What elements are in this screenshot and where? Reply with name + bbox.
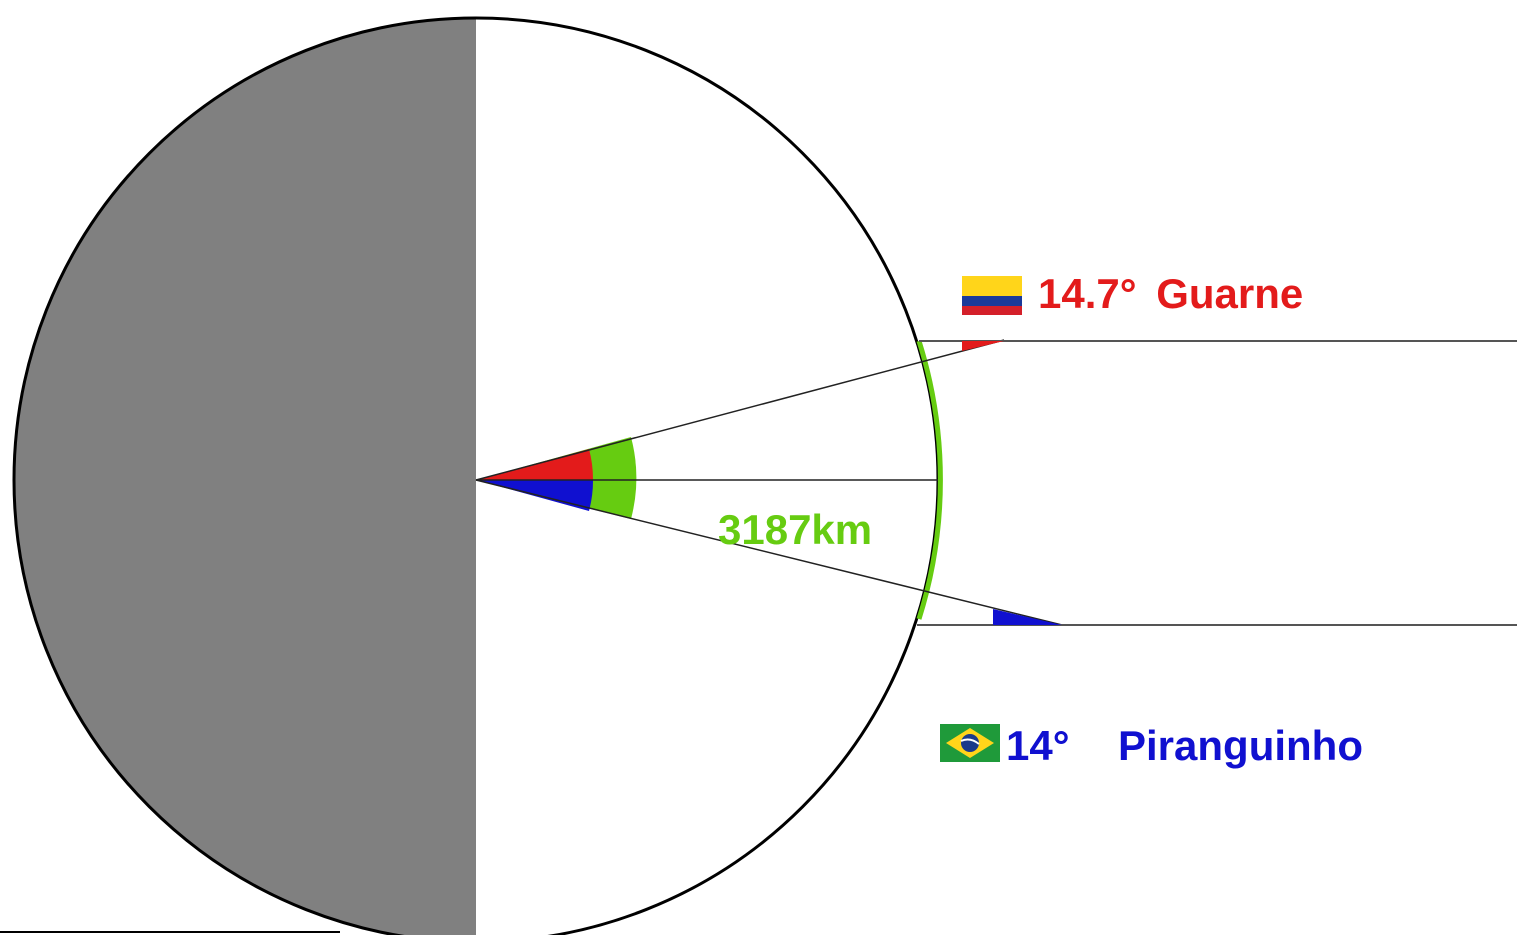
guarne-name: Guarne	[1156, 270, 1303, 317]
arc-distance-label: 3187km	[718, 506, 872, 553]
brazil-flag-icon	[940, 724, 1000, 762]
guarne-label: 14.7° Guarne	[1038, 270, 1303, 317]
earth-day-half	[476, 18, 938, 935]
piranguinho-name: Piranguinho	[1118, 722, 1363, 769]
radius-to-guarne	[475, 339, 1005, 481]
piranguinho-angle-wedge	[993, 609, 1062, 625]
colombia-flag-icon	[962, 276, 1022, 315]
surface-arc	[916, 340, 943, 620]
radius-to-piranguinho	[475, 479, 1063, 626]
earth-night-half	[14, 18, 476, 935]
piranguinho-angle: 14°	[1006, 722, 1070, 769]
guarne-angle: 14.7°	[1038, 270, 1137, 317]
guarne-angle-wedge	[962, 341, 1004, 351]
